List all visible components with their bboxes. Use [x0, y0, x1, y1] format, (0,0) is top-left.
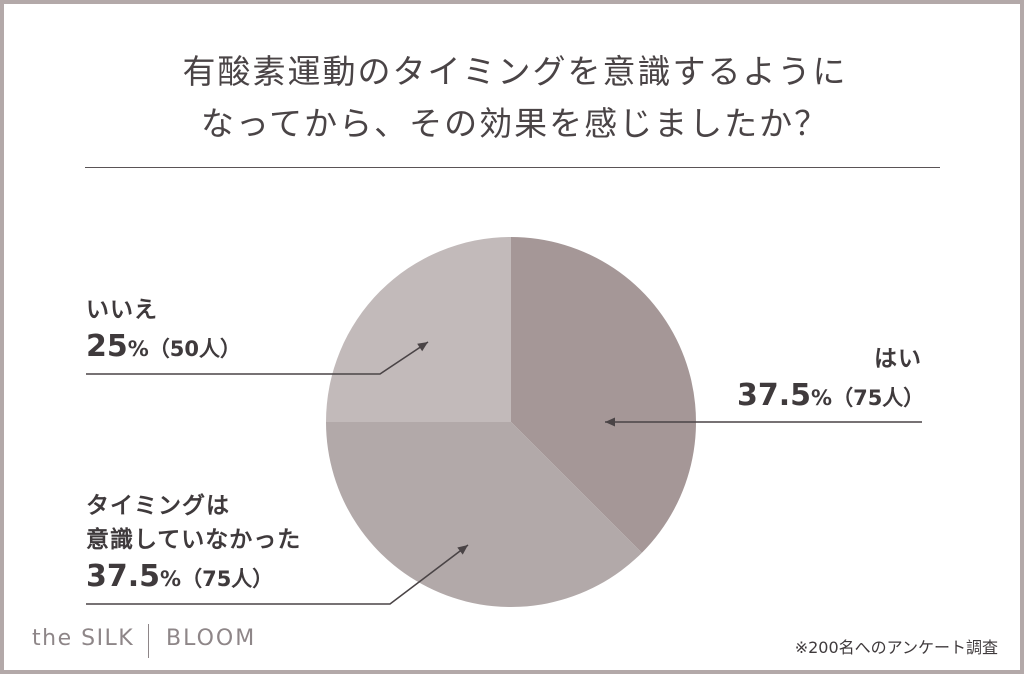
- footnote: ※200名へのアンケート調査: [794, 638, 998, 657]
- leader-line-unaware: [86, 544, 469, 605]
- slice-label-yes: はい 37.5%（75人）: [737, 342, 925, 416]
- slice-percent-unaware: 37.5: [86, 559, 161, 594]
- leader-line-unaware-arrowhead: [457, 545, 468, 555]
- chart-title: 有酸素運動のタイミングを意識するように なってから、その効果を感じましたか？: [90, 46, 940, 150]
- slice-count-no: （50人）: [148, 337, 242, 361]
- slice-name-no: いいえ: [86, 297, 158, 323]
- slice-name-unaware-line2: 意識していなかった: [86, 527, 302, 553]
- leader-line-no: [86, 341, 429, 375]
- leader-line-no-arrowhead: [417, 342, 428, 352]
- brand-logo: the SILK: [32, 626, 135, 651]
- percent-sign-no: %: [127, 337, 149, 361]
- title-divider: [85, 167, 940, 168]
- slice-percent-yes: 37.5: [737, 378, 812, 413]
- leader-line-yes-arrowhead: [605, 417, 615, 427]
- percent-sign-yes: %: [811, 386, 833, 410]
- slice-name-yes: はい: [874, 346, 922, 372]
- slice-label-unaware: タイミングは 意識していなかった 37.5%（75人）: [86, 489, 301, 597]
- slice-count-yes: （75人）: [832, 386, 925, 410]
- brand-divider: [148, 624, 149, 658]
- pie-slice-no: [326, 237, 511, 422]
- slice-label-no: いいえ 25%（50人）: [86, 293, 241, 367]
- title-line-1: 有酸素運動のタイミングを意識するように: [182, 52, 848, 91]
- slice-percent-no: 25: [86, 329, 128, 364]
- brand-sub: BLOOM: [166, 626, 257, 651]
- slice-count-unaware: （75人）: [181, 567, 274, 591]
- slice-name-unaware-line1: タイミングは: [86, 493, 230, 519]
- percent-sign-unaware: %: [160, 567, 182, 591]
- title-line-2: なってから、その効果を感じましたか？: [200, 104, 830, 143]
- pie-slice-yes: [511, 237, 696, 553]
- pie-slice-unaware: [326, 422, 642, 607]
